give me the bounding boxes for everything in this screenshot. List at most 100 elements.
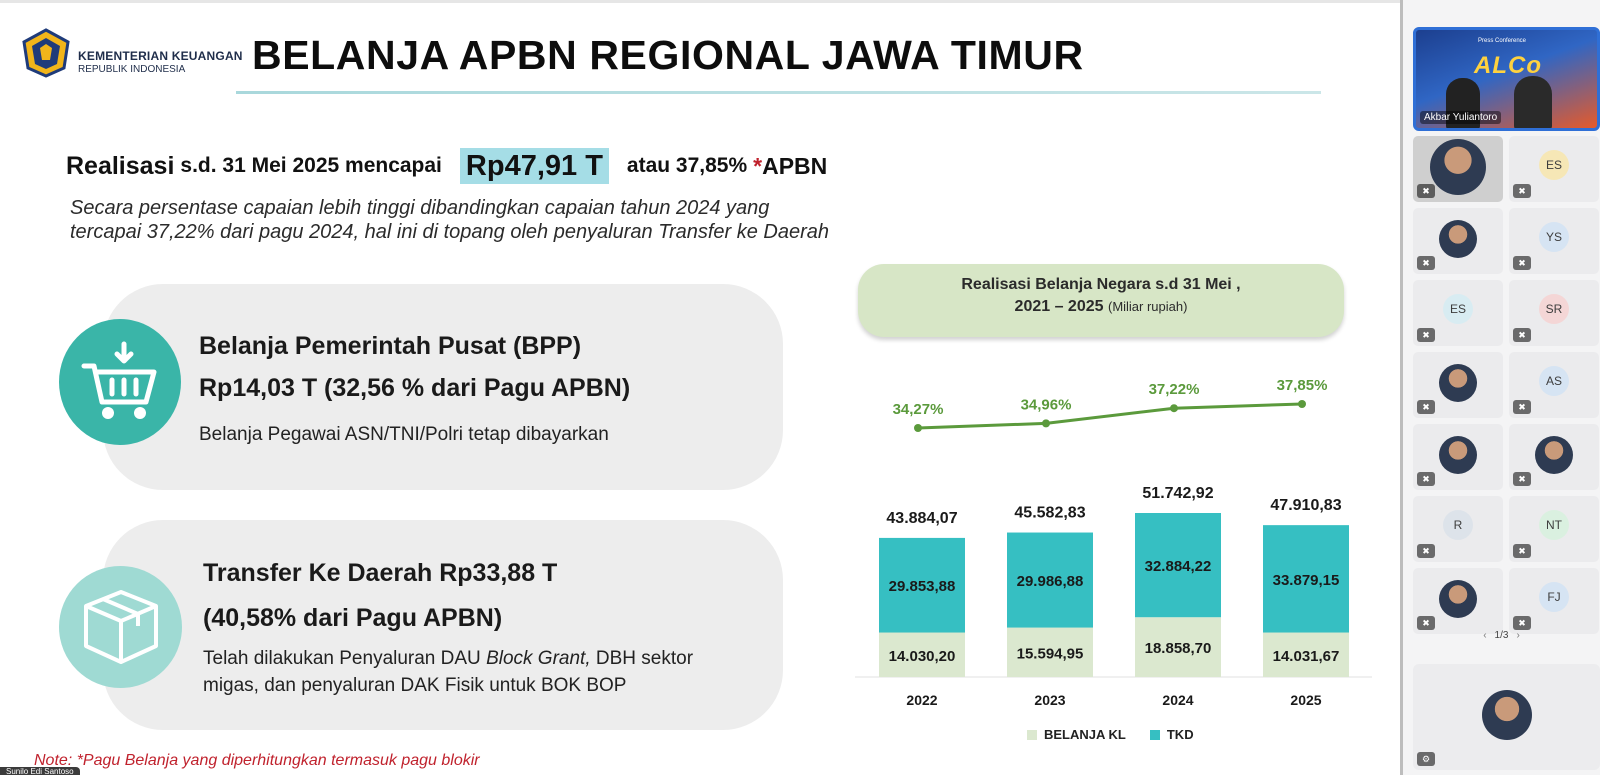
kemenkeu-logo-icon [22,28,70,78]
participant-photo-avatar [1439,436,1477,474]
data-label: 15.594,95 [1017,645,1084,662]
participant-tile[interactable]: ✖ [1413,208,1503,274]
participant-initials-avatar: FJ [1539,582,1569,612]
bpp-icon-circle [59,319,181,445]
total-label: 47.910,83 [1270,497,1341,514]
grid-pager: ‹ 1/3 › [1403,630,1600,641]
mic-muted-icon: ✖ [1513,184,1531,198]
mic-muted-icon: ✖ [1513,544,1531,558]
realisasi-asterisk: * [753,152,763,179]
tkd-card [103,520,783,730]
participant-initials-avatar: ES [1539,150,1569,180]
participant-tile[interactable]: ES ✖ [1509,136,1599,202]
data-label: 14.030,20 [889,648,956,665]
realisasi-apbn: APBN [762,152,828,179]
mic-muted-icon: ✖ [1417,256,1435,270]
self-view-avatar [1481,690,1532,740]
panel-divider[interactable] [1400,0,1403,775]
participant-tile[interactable]: ✖ [1413,352,1503,418]
total-label: 45.582,83 [1014,505,1085,522]
x-tick-label: 2025 [1290,692,1321,708]
chart-title: Realisasi Belanja Negara s.d 31 Mei , [961,276,1241,293]
legend-item-tkd: TKD [1149,727,1194,742]
participant-video-feed [1430,139,1486,195]
participant-tile[interactable]: YS ✖ [1509,208,1599,274]
pager-label: 1/3 [1494,630,1509,641]
total-label: 43.884,07 [886,510,957,527]
title-underline [236,91,1321,94]
org-country: REPUBLIK INDONESIA [78,64,186,75]
box-icon [83,590,158,664]
bpp-title: Belanja Pemerintah Pusat (BPP) [199,332,582,360]
participant-tile[interactable]: R ✖ [1413,496,1503,562]
mic-muted-icon: ✖ [1417,328,1435,342]
bar-belanja-kl [1263,632,1349,677]
bpp-description: Belanja Pegawai ASN/TNI/Polri tetap diba… [199,424,609,445]
participant-tile[interactable]: ES ✖ [1413,280,1503,346]
pager-next-icon[interactable]: › [1516,630,1520,641]
legend-label-belanja-kl: BELANJA KL [1044,727,1126,742]
realisasi-amount: Rp47,91 T [459,148,609,184]
participant-tile[interactable]: ✖ [1413,136,1503,202]
participant-tile[interactable]: FJ ✖ [1509,568,1599,634]
participant-tile[interactable]: ✖ [1413,424,1503,490]
mic-muted-icon: ✖ [1513,472,1531,486]
chart-legend: BELANJA KL TKD [1027,727,1218,742]
org-name: KEMENTERIAN KEUANGAN [78,49,243,63]
bar-belanja-kl [1007,627,1093,677]
tkd-description-line-2: migas, dan penyaluran DAK Fisik untuk BO… [203,675,627,696]
mic-muted-icon: ✖ [1417,616,1435,630]
percent-label: 37,22% [1149,381,1200,398]
bar-tkd [1263,525,1349,633]
participant-tile[interactable]: SR ✖ [1509,280,1599,346]
realisasi-summary: Realisasi s.d. 31 Mei 2025 mencapai Rp47… [66,146,827,186]
legend-swatch-tkd [1149,729,1160,740]
chart-header: Realisasi Belanja Negara s.d 31 Mei , 20… [858,264,1344,337]
mic-muted-icon: ✖ [1417,544,1435,558]
participant-initials-avatar: NT [1539,510,1569,540]
mic-muted-icon: ✖ [1417,184,1435,198]
participant-initials-avatar: AS [1539,366,1569,396]
tkd-desc-pre: Telah dilakukan Penyaluran DAU [203,648,481,669]
x-tick-label: 2024 [1162,692,1193,708]
participant-tile[interactable]: AS ✖ [1509,352,1599,418]
tkd-title: Transfer Ke Daerah Rp33,88 T [203,559,558,587]
mic-muted-icon: ⚙ [1417,752,1435,766]
realisasi-date: s.d. 31 Mei 2025 mencapai [180,154,442,177]
shopping-cart-icon [81,341,157,419]
mic-muted-icon: ✖ [1513,256,1531,270]
participant-initials-avatar: R [1443,510,1473,540]
mic-muted-icon: ✖ [1417,472,1435,486]
legend-label-tkd: TKD [1166,727,1194,742]
active-speaker-tile[interactable]: Press Conference ALCo Akbar Yuliantoro [1413,27,1600,131]
self-view-tile[interactable]: ⚙ [1413,664,1600,770]
active-speaker-name: Akbar Yuliantoro [1420,111,1502,124]
tkd-percent: (40,58% dari Pagu APBN) [203,604,503,632]
presentation-slide: KEMENTERIAN KEUANGAN REPUBLIK INDONESIA … [0,0,1400,775]
participant-photo-avatar [1535,436,1573,474]
participant-tile[interactable]: NT ✖ [1509,496,1599,562]
chart-subtitle: 2021 – 2025 (Miliar rupiah) [858,298,1344,316]
participant-photo-avatar [1439,580,1477,618]
bar-belanja-kl [879,632,965,677]
participant-tile[interactable]: ✖ [1413,568,1503,634]
pager-prev-icon[interactable]: ‹ [1483,630,1487,641]
summary-text: Secara persentase capaian lebih tinggi d… [70,196,970,244]
percent-point [1170,404,1178,413]
tkd-desc-post: DBH sektor [595,648,694,669]
participant-photo-avatar [1439,364,1477,402]
mic-muted-icon: ✖ [1513,400,1531,414]
participant-tile[interactable]: ✖ [1509,424,1599,490]
top-border [0,0,1400,3]
participant-initials-avatar: ES [1443,294,1473,324]
percent-label: 37,85% [1277,377,1328,394]
bpp-amount: Rp14,03 T (32,56 % dari Pagu APBN) [199,374,631,402]
data-label: 33.879,15 [1273,572,1340,589]
speaker-figure [1514,76,1552,128]
footnote: Note: *Pagu Belanja yang diperhitungkan … [34,752,480,769]
percent-point [1042,419,1050,428]
realisasi-label: Realisasi [66,151,175,180]
x-tick-label: 2023 [1034,692,1065,708]
bpp-card [103,284,783,490]
percent-point [1298,400,1306,408]
